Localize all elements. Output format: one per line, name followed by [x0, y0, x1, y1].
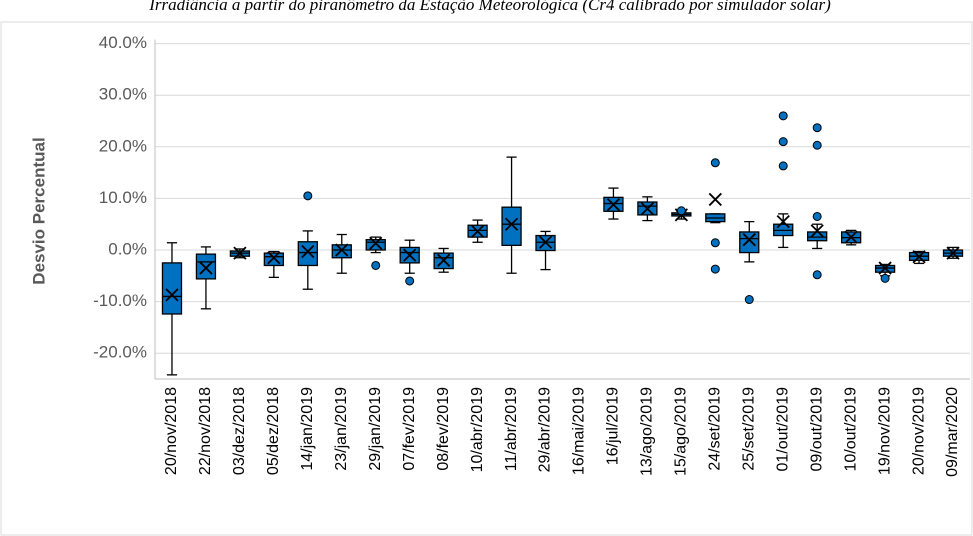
x-tick-label: 14/jan/2019	[299, 387, 316, 471]
x-tick-label: 03/dez/2018	[231, 387, 248, 475]
box	[807, 231, 828, 242]
x-tick-label: 08/fev/2019	[435, 387, 452, 471]
mean-marker	[708, 192, 722, 207]
x-tick-label: 20/nov/2018	[163, 387, 180, 475]
x-tick-label: 29/jan/2019	[367, 387, 384, 471]
mean-marker	[810, 224, 824, 238]
x-tick-label: 23/jan/2019	[333, 387, 350, 471]
mean-marker	[538, 235, 553, 249]
y-tick-label: 0.0%	[108, 239, 147, 258]
y-axis-label: Desvio Percentual	[29, 137, 48, 284]
x-tick-label: 09/out/2019	[808, 387, 825, 472]
outlier	[778, 137, 788, 147]
box	[365, 239, 386, 251]
y-tick-label: 20.0%	[99, 136, 147, 155]
mean-marker	[301, 244, 315, 259]
outlier	[812, 270, 822, 280]
outlier	[778, 161, 788, 171]
x-tick-label: 19/nov/2019	[876, 387, 893, 475]
x-tick-label: 01/out/2019	[774, 387, 791, 472]
x-tick-label: 11/abr/2019	[503, 387, 520, 471]
box	[195, 253, 217, 280]
y-tick-label: 30.0%	[99, 85, 147, 104]
mean-marker	[844, 230, 858, 244]
mean-marker	[165, 288, 179, 302]
outlier	[710, 238, 720, 248]
mean-marker	[640, 202, 655, 216]
outlier	[812, 211, 822, 221]
x-tick-label: 07/fev/2019	[401, 387, 418, 471]
x-tick-label: 10/out/2019	[842, 387, 859, 472]
mean-marker	[606, 197, 621, 212]
box	[161, 262, 183, 315]
box	[501, 206, 522, 247]
x-tick-label: 09/mar/2020	[944, 387, 961, 477]
mean-marker	[403, 248, 417, 262]
mean-marker	[946, 246, 960, 260]
box	[739, 231, 760, 254]
x-tick-label: 10/abr/2019	[469, 387, 486, 473]
outlier	[676, 206, 686, 216]
outlier	[880, 273, 890, 283]
mean-marker	[912, 250, 926, 264]
mean-marker	[199, 261, 213, 275]
y-tick-label: -10.0%	[93, 291, 147, 310]
x-tick-label: 16/jul/2019	[605, 387, 622, 465]
mean-marker	[233, 246, 247, 260]
x-tick-label: 16/mai/2019	[571, 387, 588, 475]
box	[263, 252, 285, 267]
mean-marker	[742, 233, 756, 247]
mean-marker	[369, 236, 383, 250]
outlier	[371, 260, 381, 270]
outlier	[710, 264, 720, 274]
outlier	[405, 276, 415, 286]
mean-marker	[335, 243, 349, 257]
chart-border	[0, 21, 973, 536]
x-tick-label: 13/ago/2019	[639, 387, 656, 476]
y-tick-label: 40.0%	[99, 33, 147, 52]
y-tick-label: -20.0%	[93, 343, 147, 362]
outlier	[812, 123, 822, 133]
x-tick-label: 29/abr/2019	[537, 387, 554, 473]
x-tick-label: 20/nov/2019	[910, 387, 927, 475]
mean-marker	[437, 253, 451, 267]
outlier	[812, 140, 822, 150]
outlier	[303, 191, 313, 201]
x-tick-label: 22/nov/2018	[197, 387, 214, 475]
x-tick-label: 25/set/2019	[740, 387, 757, 471]
mean-marker	[776, 214, 790, 229]
x-tick-label: 05/dez/2018	[265, 387, 282, 475]
mean-marker	[267, 251, 281, 265]
x-tick-label: 24/set/2019	[707, 387, 724, 471]
outlier	[710, 158, 720, 168]
mean-marker	[878, 261, 892, 275]
box	[297, 241, 318, 267]
outlier	[744, 295, 754, 305]
y-tick-label: 10.0%	[99, 188, 147, 207]
mean-marker	[470, 224, 485, 239]
x-tick-label: 15/ago/2019	[673, 387, 690, 476]
chart-title: Irradiância a partir do piranômetro da E…	[148, 0, 831, 14]
box	[331, 244, 352, 259]
mean-marker	[504, 217, 519, 231]
outlier	[778, 111, 788, 121]
